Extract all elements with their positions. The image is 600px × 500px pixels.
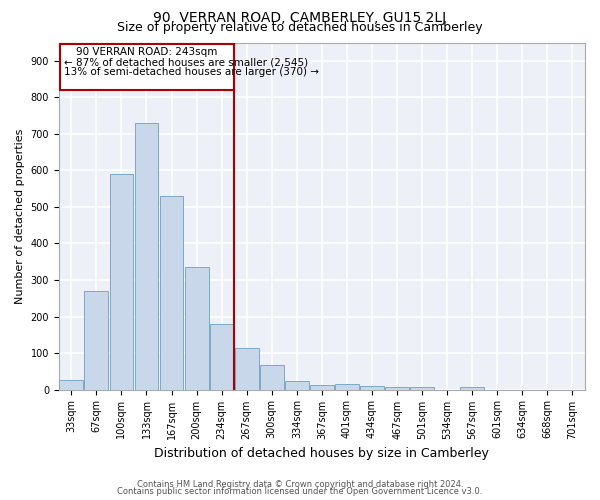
Text: Contains HM Land Registry data © Crown copyright and database right 2024.: Contains HM Land Registry data © Crown c… <box>137 480 463 489</box>
Bar <box>410 387 434 390</box>
Bar <box>185 267 209 390</box>
Text: ← 87% of detached houses are smaller (2,545): ← 87% of detached houses are smaller (2,… <box>64 57 308 67</box>
Bar <box>160 196 184 390</box>
Bar <box>210 324 233 390</box>
Text: 90 VERRAN ROAD: 243sqm: 90 VERRAN ROAD: 243sqm <box>76 47 218 57</box>
Bar <box>385 386 409 390</box>
Bar <box>235 348 259 390</box>
Bar <box>260 365 284 390</box>
Bar <box>285 381 309 390</box>
Bar <box>310 385 334 390</box>
Bar <box>85 291 108 390</box>
Text: 90, VERRAN ROAD, CAMBERLEY, GU15 2LJ: 90, VERRAN ROAD, CAMBERLEY, GU15 2LJ <box>154 11 446 25</box>
Bar <box>335 384 359 390</box>
Bar <box>110 174 133 390</box>
FancyBboxPatch shape <box>60 44 234 90</box>
Text: Size of property relative to detached houses in Camberley: Size of property relative to detached ho… <box>117 21 483 34</box>
Text: Contains public sector information licensed under the Open Government Licence v3: Contains public sector information licen… <box>118 487 482 496</box>
Text: 13% of semi-detached houses are larger (370) →: 13% of semi-detached houses are larger (… <box>64 67 319 77</box>
Bar <box>134 123 158 390</box>
Y-axis label: Number of detached properties: Number of detached properties <box>15 128 25 304</box>
Bar <box>59 380 83 390</box>
Bar <box>460 386 484 390</box>
X-axis label: Distribution of detached houses by size in Camberley: Distribution of detached houses by size … <box>154 447 490 460</box>
Bar <box>360 386 384 390</box>
